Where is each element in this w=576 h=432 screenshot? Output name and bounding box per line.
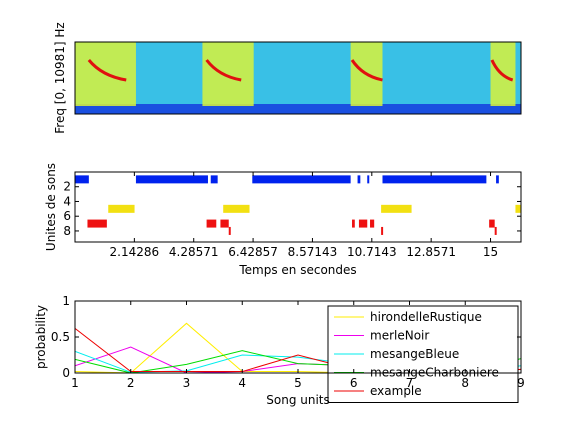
- x-tick-label: 6: [350, 376, 358, 390]
- spectrogram-peak-trace: [205, 59, 242, 82]
- legend-entry: hirondelleRustique: [370, 310, 482, 324]
- unit-bar-7: [358, 219, 368, 228]
- series-line-mesangeCharboniere: [75, 350, 521, 373]
- unit-bar-5: [108, 204, 135, 213]
- y-tick-label: 6: [63, 209, 71, 223]
- spectrogram-low-band: [75, 104, 521, 114]
- unit-bar-8: [228, 226, 231, 235]
- unit-bar-1: [382, 175, 487, 184]
- unit-bar-7: [370, 219, 375, 228]
- x-tick-label: 2: [127, 376, 135, 390]
- x-tick-label: 4: [238, 376, 246, 390]
- unit-bar-7: [220, 219, 229, 228]
- x-tick-label: 15: [483, 245, 498, 259]
- x-tick-label: 7: [406, 376, 414, 390]
- spectrogram-y-label: Freq [0, 10981] Hz: [53, 22, 67, 133]
- y-tick-label: 4: [63, 194, 71, 208]
- x-tick-label: 8.57143: [288, 245, 338, 259]
- probability-x-label: Song units: [266, 393, 330, 407]
- spectrogram-peak-trace: [490, 59, 514, 82]
- x-tick-label: 6.42857: [228, 245, 278, 259]
- units-frame: [74, 171, 522, 243]
- units-plot-area: [75, 175, 521, 235]
- x-tick-label: 3: [183, 376, 191, 390]
- unit-bar-7: [489, 219, 495, 228]
- unit-bar-7: [87, 219, 107, 228]
- spectrogram-peak-trace: [350, 59, 383, 82]
- y-tick-label: 1: [62, 294, 70, 308]
- x-tick-label: 2.14286: [110, 245, 160, 259]
- units-y-label: Unites de sons: [44, 163, 58, 251]
- y-tick-label: 0: [62, 366, 70, 380]
- x-tick-label: 10.7143: [347, 245, 397, 259]
- spectrogram-peak-trace: [87, 59, 127, 82]
- spectrogram-background: [75, 42, 521, 114]
- unit-bar-1: [135, 175, 208, 184]
- unit-bar-1: [75, 175, 89, 184]
- spectrogram-song-segment: [202, 42, 254, 106]
- unit-bar-5: [223, 204, 250, 213]
- x-tick-label: 1: [71, 376, 79, 390]
- spectrogram-frame: [74, 41, 522, 115]
- legend-entry: merleNoir: [370, 329, 429, 343]
- legend: hirondelleRustiquemerleNoirmesangeBleuem…: [327, 305, 519, 403]
- x-tick-label: 12.8571: [406, 245, 456, 259]
- x-tick-label: 9: [517, 376, 525, 390]
- unit-bar-8: [494, 226, 497, 235]
- probability-panel: hirondelleRustiquemerleNoirmesangeBleuem…: [34, 294, 525, 407]
- y-tick-label: 2: [63, 180, 71, 194]
- probability-y-label: probability: [34, 305, 48, 369]
- spectrogram-image: [75, 42, 521, 114]
- unit-bar-1: [252, 175, 351, 184]
- series-line-example: [75, 327, 521, 373]
- legend-entry: example: [370, 384, 422, 398]
- units-x-ticks: 2.14286 4.28571 6.42857 8.57143 10.7143 12.85…: [110, 172, 498, 259]
- y-tick-label: 0.5: [51, 330, 70, 344]
- unit-bar-1: [496, 175, 499, 184]
- spectrogram-panel: Freq [0, 10981] Hz: [53, 22, 522, 134]
- unit-bar-5: [381, 204, 412, 213]
- unit-bar-5: [515, 204, 521, 213]
- probability-x-ticks: 1 2 3 4 5 6 7 8 9: [71, 301, 525, 390]
- unit-bar-1: [210, 175, 218, 184]
- unit-bar-8: [381, 226, 384, 235]
- units-x-label: Temps en secondes: [238, 263, 356, 277]
- unit-bar-7: [206, 219, 217, 228]
- y-tick-label: 8: [63, 224, 71, 238]
- unit-bar-1: [367, 175, 370, 184]
- x-tick-label: 4.28571: [169, 245, 219, 259]
- legend-entry: mesangeBleue: [370, 347, 459, 361]
- x-tick-label: 8: [461, 376, 469, 390]
- probability-y-ticks: 00.51: [51, 294, 521, 380]
- unit-bar-1: [357, 175, 361, 184]
- x-tick-label: 5: [294, 376, 302, 390]
- unit-bar-7: [352, 219, 355, 228]
